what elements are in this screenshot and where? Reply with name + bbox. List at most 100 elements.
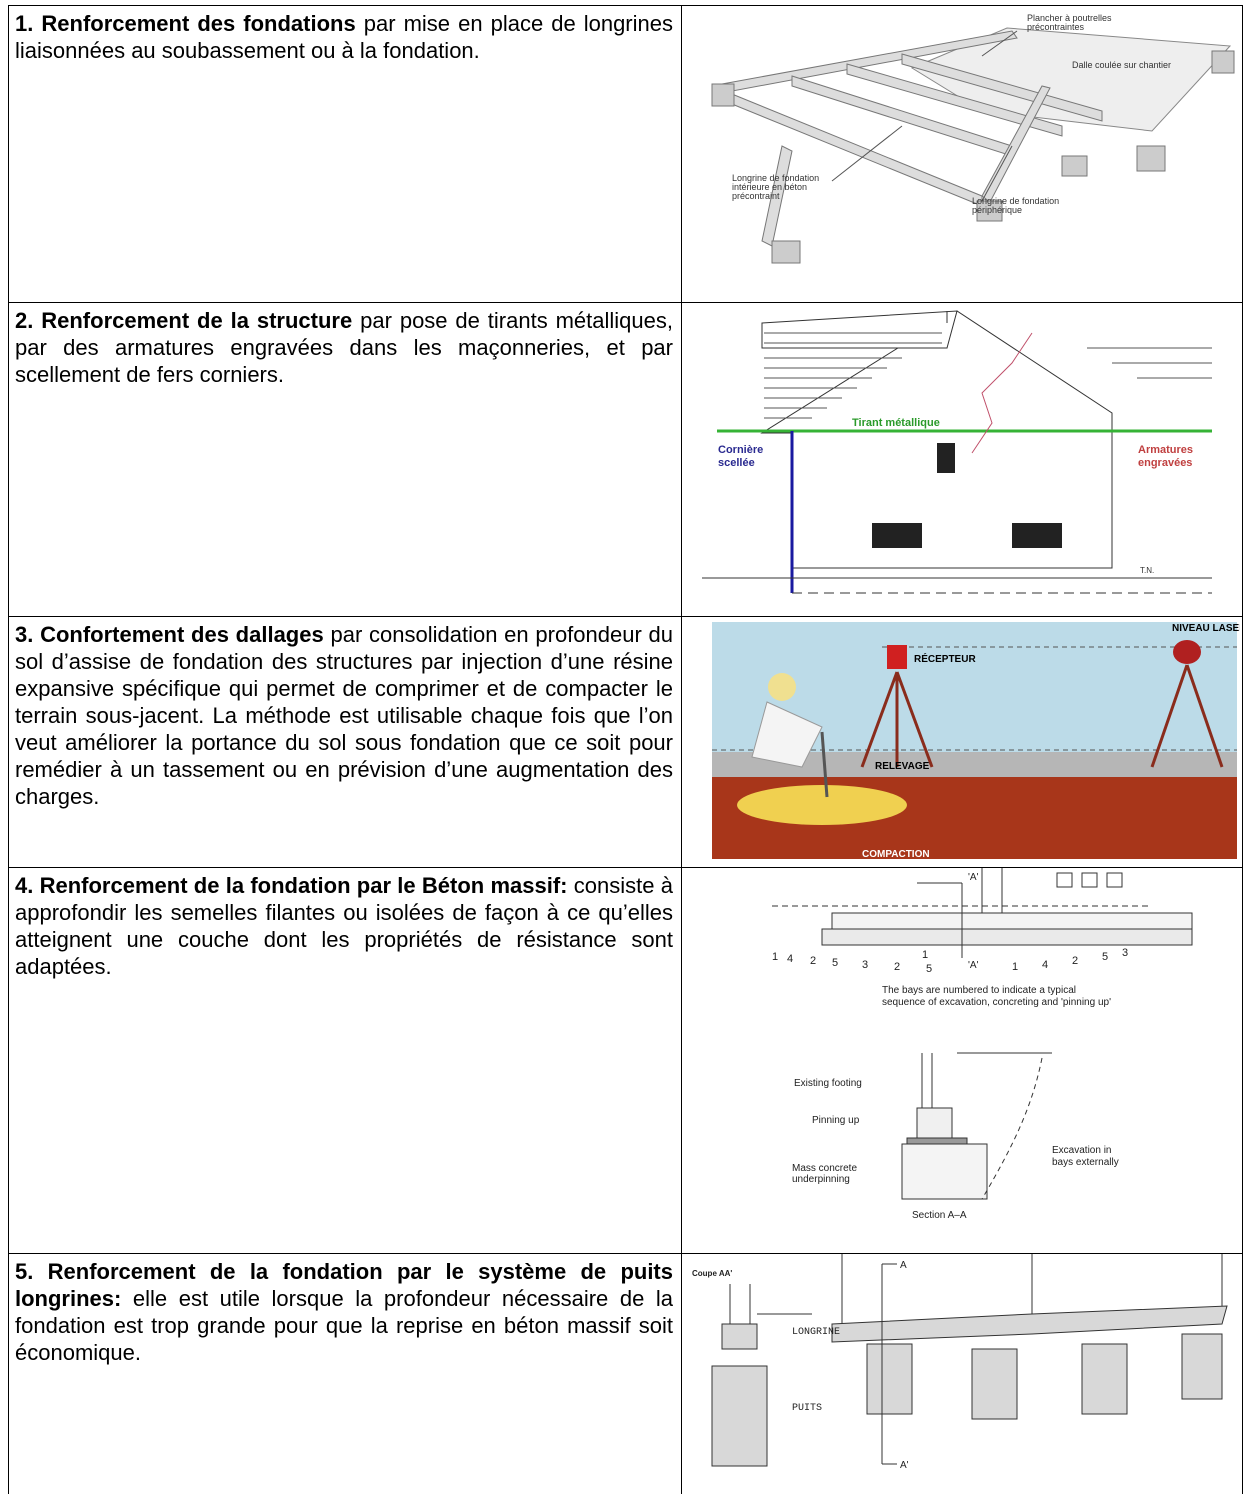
text-cell: 1. Renforcement des fondations par mise … bbox=[9, 6, 682, 303]
figure-label: A' bbox=[900, 1460, 909, 1471]
drawing-polygon bbox=[762, 311, 957, 348]
figure-label: Armatures bbox=[1138, 444, 1193, 456]
text-cell: 4. Renforcement de la fondation par le B… bbox=[9, 868, 682, 1254]
drawing-rect bbox=[972, 1349, 1017, 1419]
drawing-g: 1 1 4 2 5 3 2 5 1 4 2 5 3 bbox=[772, 947, 1128, 975]
drawing-rect bbox=[712, 1366, 767, 1466]
drawing-rect bbox=[937, 443, 955, 473]
paragraph: 3. Confortement des dallages par consoli… bbox=[9, 617, 681, 810]
lead: 3. Confortement des dallages bbox=[15, 622, 324, 647]
figure-label: Cornière bbox=[718, 444, 763, 456]
text-cell: 5. Renforcement de la fondation par le s… bbox=[9, 1254, 682, 1494]
figure-label: PUITS bbox=[792, 1403, 822, 1414]
drawing-rect bbox=[772, 241, 800, 263]
figure: Plancher à poutrelles précontraintes Dal… bbox=[682, 6, 1240, 297]
row: 1. Renforcement des fondations par mise … bbox=[9, 6, 1243, 303]
figure-cell: 1 1 4 2 5 3 2 5 1 4 2 5 3 'A' 'A' bbox=[682, 868, 1243, 1254]
figure: Tirant métallique Cornière scellée Armat… bbox=[682, 303, 1240, 611]
drawing-rect bbox=[712, 84, 734, 106]
drawing-line bbox=[832, 126, 902, 181]
figure-label: Section A–A bbox=[912, 1210, 967, 1221]
drawing-rect bbox=[722, 1324, 757, 1349]
bay-number: 5 bbox=[832, 957, 838, 969]
bay-number: 4 bbox=[787, 953, 793, 965]
bay-number: 1 bbox=[772, 951, 778, 963]
lead: 4. Renforcement de la fondation par le B… bbox=[15, 873, 568, 898]
figure-label: underpinning bbox=[792, 1174, 850, 1185]
drawing-rect bbox=[1137, 146, 1165, 171]
row: 3. Confortement des dallages par consoli… bbox=[9, 617, 1243, 868]
figure: 1 1 4 2 5 3 2 5 1 4 2 5 3 'A' 'A' bbox=[682, 868, 1240, 1248]
bay-number: 5 bbox=[926, 963, 932, 975]
row: 5. Renforcement de la fondation par le s… bbox=[9, 1254, 1243, 1494]
lead: 1. Renforcement des fondations bbox=[15, 11, 356, 36]
drawing-rect bbox=[822, 929, 1192, 945]
bay-number: 4 bbox=[1042, 959, 1048, 971]
row: 4. Renforcement de la fondation par le B… bbox=[9, 868, 1243, 1254]
paragraph: 2. Renforcement de la structure par pose… bbox=[9, 303, 681, 388]
figure-label: Coupe AA' bbox=[692, 1269, 732, 1278]
figure-cell: NIVEAU LASER RÉCEPTEUR RELEVAGE COMPACTI… bbox=[682, 617, 1243, 868]
text-cell: 3. Confortement des dallages par consoli… bbox=[9, 617, 682, 868]
figure-label: Pinning up bbox=[812, 1115, 860, 1126]
drawing-path bbox=[972, 333, 1032, 453]
bay-number: 5 bbox=[1102, 951, 1108, 963]
drawing-ellipse bbox=[737, 785, 907, 825]
drawing-rect bbox=[872, 523, 922, 548]
figure-label: LONGRINE bbox=[792, 1327, 840, 1338]
drawing-circle bbox=[768, 673, 796, 701]
bay-number: 3 bbox=[1122, 947, 1128, 959]
figure-label: RELEVAGE bbox=[875, 761, 930, 772]
bay-number: 2 bbox=[894, 961, 900, 973]
figure-label: scellée bbox=[718, 457, 755, 469]
figure-label: RÉCEPTEUR bbox=[914, 652, 976, 665]
paragraph: 4. Renforcement de la fondation par le B… bbox=[9, 868, 681, 980]
bay-number: 3 bbox=[862, 959, 868, 971]
drawing-g bbox=[772, 868, 1192, 1199]
drawing-rect bbox=[1212, 51, 1234, 73]
figure-label: précontraintes bbox=[1027, 22, 1085, 32]
drawing-rect bbox=[1082, 1344, 1127, 1414]
figure-cell: Tirant métallique Cornière scellée Armat… bbox=[682, 303, 1243, 617]
figure-label: périphérique bbox=[972, 205, 1022, 215]
drawing-rect bbox=[902, 1144, 987, 1199]
drawing-rect bbox=[1182, 1334, 1222, 1399]
drawing-rect bbox=[1062, 156, 1087, 176]
drawing-rect bbox=[1082, 873, 1097, 887]
bay-number: 2 bbox=[810, 955, 816, 967]
drawing-rect bbox=[917, 1108, 952, 1138]
bay-number: 2 bbox=[1072, 955, 1078, 967]
figure-label: Tirant métallique bbox=[852, 417, 940, 429]
figure-label: NIVEAU LASER bbox=[1172, 623, 1240, 634]
figure-label: engravées bbox=[1138, 457, 1192, 469]
table: 1. Renforcement des fondations par mise … bbox=[8, 5, 1243, 1494]
drawing-rect bbox=[867, 1344, 912, 1414]
figure-label: Existing footing bbox=[794, 1078, 862, 1089]
figure: NIVEAU LASER RÉCEPTEUR RELEVAGE COMPACTI… bbox=[682, 617, 1240, 862]
lead: 2. Renforcement de la structure bbox=[15, 308, 352, 333]
bay-number: 1 bbox=[922, 949, 928, 961]
text-cell: 2. Renforcement de la structure par pose… bbox=[9, 303, 682, 617]
figure-label: Dalle coulée sur chantier bbox=[1072, 60, 1171, 70]
paragraph: 1. Renforcement des fondations par mise … bbox=[9, 6, 681, 64]
figure-label: Excavation in bbox=[1052, 1145, 1111, 1156]
paragraph: 5. Renforcement de la fondation par le s… bbox=[9, 1254, 681, 1366]
drawing-rect bbox=[907, 1138, 967, 1144]
figure-label: COMPACTION bbox=[862, 849, 930, 860]
figure-label: 'A' bbox=[968, 960, 979, 971]
drawing-g: Tirant métallique Cornière scellée Armat… bbox=[718, 417, 1193, 469]
figure-label: précontraint bbox=[732, 191, 780, 201]
drawing-g bbox=[712, 1306, 1227, 1466]
figure-label: Mass concrete bbox=[792, 1163, 857, 1174]
drawing-path bbox=[982, 1058, 1042, 1199]
row: 2. Renforcement de la structure par pose… bbox=[9, 303, 1243, 617]
drawing-polygon bbox=[832, 1306, 1227, 1342]
figure-label: 'A' bbox=[968, 872, 979, 883]
figure-label: bays externally bbox=[1052, 1157, 1119, 1168]
body-text: par consolidation en profondeur du sol d… bbox=[15, 622, 673, 809]
bay-number: 1 bbox=[1012, 961, 1018, 973]
drawing-rect bbox=[832, 913, 1192, 929]
drawing-tbody: 1. Renforcement des fondations par mise … bbox=[9, 6, 1243, 1494]
figure-cell: Plancher à poutrelles précontraintes Dal… bbox=[682, 6, 1243, 303]
